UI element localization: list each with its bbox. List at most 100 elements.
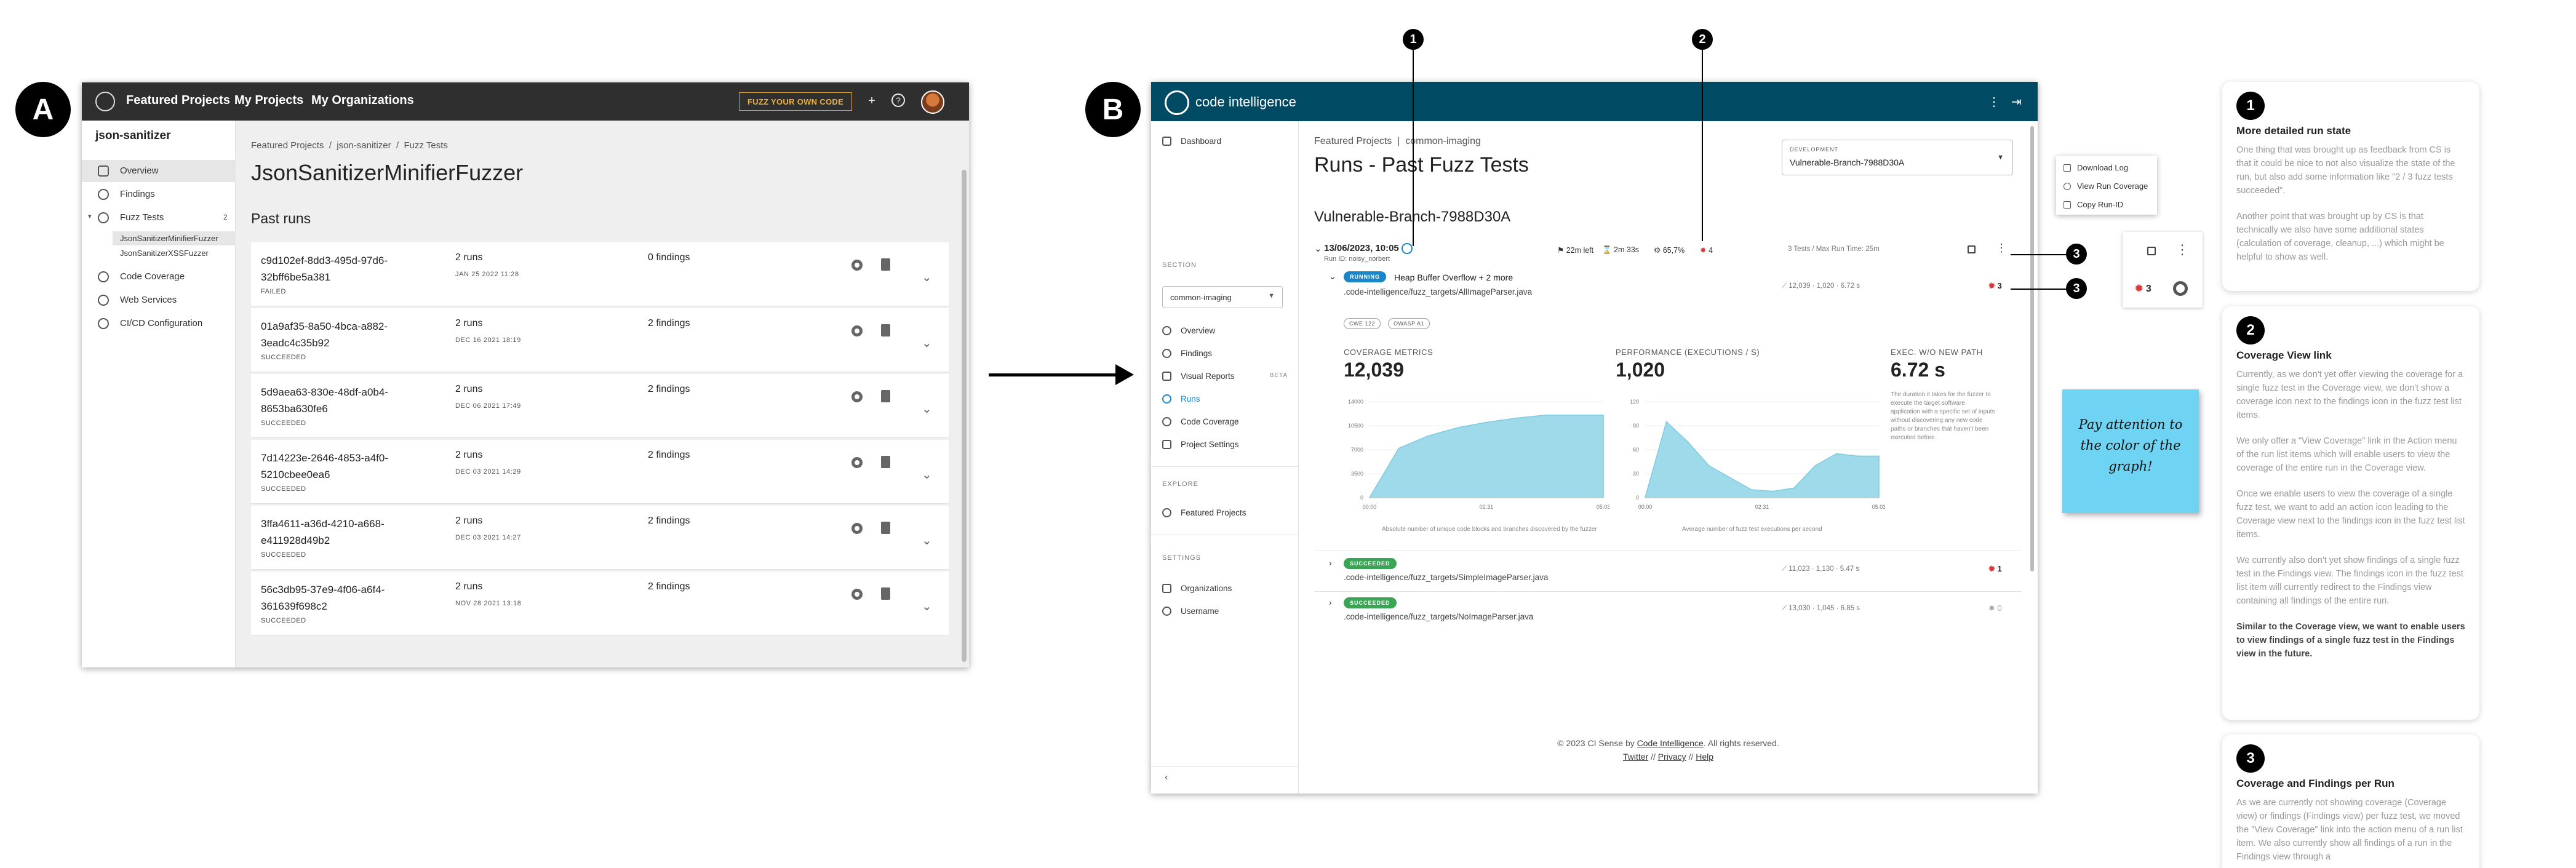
add-icon[interactable]: + xyxy=(868,94,875,108)
chevron-down-icon[interactable]: ⌄ xyxy=(922,534,932,547)
trash-icon[interactable] xyxy=(881,258,890,271)
coverage-chart-caption: Absolute number of unique code blocks an… xyxy=(1382,526,1597,533)
logout-icon[interactable]: ⇥ xyxy=(2011,95,2022,109)
sidebar-item-cicd[interactable]: CI/CD Configuration xyxy=(82,313,236,335)
menu-item-download-log[interactable]: Download Log xyxy=(2064,163,2128,172)
trash-icon[interactable] xyxy=(881,587,890,600)
sidebar-sub-xss-fuzzer[interactable]: JsonSanitizerXSSFuzzer xyxy=(120,249,209,258)
gear-icon[interactable] xyxy=(2173,281,2188,296)
footer-twitter-link[interactable]: Twitter xyxy=(1622,752,1649,762)
nav-my-organizations[interactable]: My Organizations xyxy=(311,94,414,107)
card-paragraph: Another point that was brought up by CS … xyxy=(2236,212,2444,262)
sidebar-item-overview[interactable]: Overview xyxy=(1151,322,1299,340)
breadcrumb-featured[interactable]: Featured Projects xyxy=(1314,136,1392,146)
gear-icon[interactable] xyxy=(851,523,863,534)
breadcrumb-featured[interactable]: Featured Projects xyxy=(251,140,324,151)
sidebar-item-visual-reports[interactable]: Visual Reports BETA xyxy=(1151,367,1299,386)
y-tick-label: 0 xyxy=(1360,495,1363,501)
sidebar-item-findings[interactable]: Findings xyxy=(82,183,236,205)
project-select[interactable]: common-imaging ▼ xyxy=(1162,286,1283,308)
nav-my-projects[interactable]: My Projects xyxy=(234,94,304,107)
sidebar-item-featured-projects[interactable]: Featured Projects xyxy=(1151,504,1299,522)
dashboard-icon xyxy=(1162,137,1171,146)
test-bug-count[interactable]: ✹ 0 xyxy=(1988,603,2002,613)
sidebar-item-code-coverage[interactable]: Code Coverage xyxy=(1151,413,1299,431)
nav-featured-projects[interactable]: Featured Projects xyxy=(126,94,230,107)
more-vertical-icon[interactable]: ⋮ xyxy=(2175,242,2189,257)
fuzz-test-item[interactable]: › SUCCEEDED .code-intelligence/fuzz_targ… xyxy=(1314,596,2022,627)
test-bug-count[interactable]: ✹ 1 xyxy=(1988,564,2002,574)
test-stats-value: 11,023 · 1,130 · 5.47 s xyxy=(1788,565,1860,573)
branch-select[interactable]: DEVELOPMENT Vulnerable-Branch-7988D30A ▼ xyxy=(1782,140,2013,175)
table-row[interactable]: 5d9aea63-830e-48df-a0b4- 8653ba630fe6 SUCC… xyxy=(251,374,949,438)
gear-icon[interactable] xyxy=(851,391,863,402)
more-vertical-icon[interactable]: ⋮ xyxy=(1996,242,2007,254)
logo-icon[interactable] xyxy=(1165,90,1189,115)
gear-icon[interactable] xyxy=(851,589,863,600)
trash-icon[interactable] xyxy=(881,390,890,402)
app-logo-icon[interactable] xyxy=(95,92,115,111)
status-badge: SUCCEEDED xyxy=(261,354,306,361)
sidebar-item-findings[interactable]: Findings xyxy=(1151,344,1299,363)
gear-icon[interactable] xyxy=(851,325,863,336)
sidebar-item-code-coverage[interactable]: Code Coverage xyxy=(82,266,236,288)
table-row[interactable]: 56c3db95-37e9-4f06-a6f4- 361639f698c2 SUCC… xyxy=(251,571,949,635)
trash-icon[interactable] xyxy=(881,324,890,336)
chevron-down-icon[interactable]: ⌄ xyxy=(922,336,932,350)
sidebar-item-dashboard[interactable]: Dashboard xyxy=(1151,132,1299,151)
sidebar-item-fuzz-tests[interactable]: ▾ Fuzz Tests 2 xyxy=(82,207,236,229)
chevron-down-icon[interactable]: ⌄ xyxy=(922,600,932,613)
chevron-down-icon[interactable]: ⌄ xyxy=(922,271,932,284)
avatar[interactable] xyxy=(921,90,944,114)
table-row[interactable]: 3ffa4611-a36d-4210-a668- e411928d49b2 SUCC… xyxy=(251,506,949,570)
chevron-right-icon[interactable]: › xyxy=(1329,597,1332,607)
breadcrumb-project[interactable]: json-sanitizer xyxy=(337,140,391,151)
chevron-down-icon[interactable]: ⌄ xyxy=(1329,271,1336,281)
section-title: Past runs xyxy=(251,210,311,226)
trash-icon[interactable] xyxy=(881,522,890,534)
test-stats-value: 12,039 · 1,020 · 6.72 s xyxy=(1788,282,1860,290)
gear-icon[interactable] xyxy=(851,260,863,271)
top-navbar: Featured Projects My Projects My Organiz… xyxy=(82,82,969,121)
sidebar-item-username[interactable]: Username xyxy=(1151,602,1299,621)
sidebar-item-project-settings[interactable]: Project Settings xyxy=(1151,436,1299,454)
chevron-down-icon[interactable]: ⌄ xyxy=(1314,244,1322,254)
scrollbar[interactable] xyxy=(962,170,967,662)
footer-company-link[interactable]: Code Intelligence xyxy=(1637,738,1704,748)
sidebar-item-web-services[interactable]: Web Services xyxy=(82,289,236,311)
breadcrumb-project[interactable]: common-imaging xyxy=(1405,136,1481,146)
collapse-sidebar-icon[interactable]: ‹ xyxy=(1165,772,1168,782)
table-row[interactable]: 01a9af35-8a50-4bca-a882- 3eadc4c35b92 SUCC… xyxy=(251,308,949,372)
chevron-down-icon[interactable]: ⌄ xyxy=(922,402,932,416)
test-bug-count[interactable]: ✹ 3 xyxy=(1988,281,2002,291)
more-vertical-icon[interactable]: ⋮ xyxy=(1988,95,2000,109)
trash-icon[interactable] xyxy=(881,456,890,468)
scrollbar[interactable] xyxy=(2030,126,2034,571)
run-state-icon xyxy=(1402,243,1413,254)
stop-icon[interactable] xyxy=(1968,245,1976,253)
run-list-item-header[interactable]: ⌄ 13/06/2023, 10:05 Run ID: noisy_norber… xyxy=(1314,238,2022,269)
fuzz-your-own-code-button[interactable]: FUZZ YOUR OWN CODE xyxy=(739,92,852,111)
footer-privacy-link[interactable]: Privacy xyxy=(1657,752,1686,762)
menu-item-view-run-coverage[interactable]: View Run Coverage xyxy=(2064,181,2148,191)
fuzz-test-item[interactable]: › SUCCEEDED .code-intelligence/fuzz_targ… xyxy=(1314,557,2022,587)
menu-item-copy-run-id[interactable]: Copy Run-ID xyxy=(2064,200,2123,209)
sidebar-item-overview[interactable]: Overview xyxy=(82,160,236,182)
bug-count[interactable]: ✹ 3 xyxy=(2135,282,2151,295)
run-date: DEC 16 2021 18:19 xyxy=(455,336,521,344)
chevron-down-icon[interactable]: ⌄ xyxy=(922,468,932,482)
sidebar-item-runs[interactable]: Runs xyxy=(1151,390,1299,408)
table-row[interactable]: c9d102ef-8dd3-495d-97d6- 32bff6be5a381 FAI… xyxy=(251,242,949,306)
sidebar-sub-minifier-fuzzer[interactable]: JsonSanitizerMinifierFuzzer xyxy=(113,231,236,245)
sidebar-item-organizations[interactable]: Organizations xyxy=(1151,579,1299,598)
findings-count: 2 findings xyxy=(648,581,690,592)
breadcrumb-sep: / xyxy=(396,140,399,151)
table-row[interactable]: 7d14223e-2646-4853-a4f0- 5210cbee0ea6 SUCC… xyxy=(251,440,949,504)
help-icon[interactable]: ? xyxy=(891,94,905,107)
stop-icon[interactable] xyxy=(2147,247,2156,255)
footer-help-link[interactable]: Help xyxy=(1696,752,1714,762)
arrow-head-icon xyxy=(1115,364,1134,385)
gear-icon[interactable] xyxy=(851,457,863,468)
chevron-right-icon[interactable]: › xyxy=(1329,558,1332,568)
settings-icon xyxy=(98,318,109,329)
